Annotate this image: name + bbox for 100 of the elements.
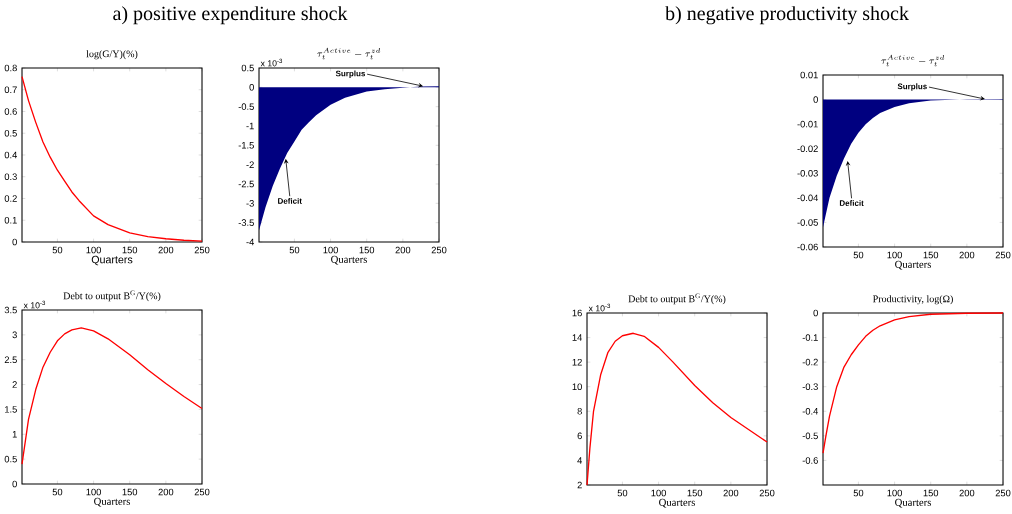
y-tick-label: 0.1 [4, 216, 17, 224]
x-tick-label: 200 [158, 488, 174, 496]
y-tick-label: -3.5 [238, 219, 254, 226]
y-tick-label: 0.6 [4, 108, 17, 115]
y-tick-label: -1 [246, 122, 254, 130]
y-tick-label: -0.02 [797, 145, 818, 152]
y-tick-label: -0.4 [802, 407, 819, 415]
x-tick-label: 250 [759, 489, 775, 497]
y-tick-label: -0.04 [797, 194, 819, 202]
y-tick-label: 0.4 [4, 151, 18, 159]
chart-title: $\tau_t^{Active}-\tau_t^{zd}$ [317, 47, 381, 60]
y-tick-label: 10 [572, 383, 582, 391]
y-tick-label: -0.3 [802, 383, 818, 391]
chart-title: Debt to output B$^{G}$/Y(%) [628, 293, 726, 305]
y-tick-label: -4 [246, 238, 255, 246]
x-tick-label: 200 [959, 251, 975, 259]
x-tick-label: 150 [122, 246, 138, 254]
x-tick-label: 250 [194, 488, 210, 496]
text: a) positive expenditure shock [113, 6, 348, 25]
x-tick-label: 200 [395, 246, 411, 254]
y-tick-label: 6 [577, 432, 582, 440]
y-tick-label: -0.05 [797, 219, 818, 226]
x-tick-label: 100 [323, 246, 338, 254]
x-axis-title: Quarters [331, 255, 367, 265]
x-tick-label: 200 [959, 489, 975, 497]
y-tick-label: 0 [249, 84, 254, 91]
x-tick-label: 250 [431, 246, 447, 254]
x-tick-label: 150 [923, 489, 939, 497]
y-tick-label: -2 [246, 161, 254, 168]
y-tick-label: 0.5 [241, 64, 254, 72]
y-tick-label: -0.5 [802, 432, 818, 440]
y-tick-label: 1 [12, 431, 17, 438]
y-tick-label: 0 [12, 480, 17, 488]
y-tick-label: 0 [813, 309, 818, 317]
y-tick-label: 0 [813, 96, 818, 103]
y-tick-label: -0.2 [802, 358, 818, 366]
x-tick-label: 200 [158, 246, 174, 254]
annotation: Deficit [839, 200, 864, 206]
x-tick-label: 250 [995, 251, 1011, 259]
text: b) negative productivity shock [665, 6, 909, 25]
x-tick-label: 100 [887, 251, 902, 259]
annotation: Surplus [897, 83, 927, 91]
y-tick-label: 1.5 [5, 406, 17, 413]
x-tick-label: 50 [617, 489, 628, 497]
x-axis-title: Quarters [895, 260, 931, 270]
y-tick-label: -0.01 [797, 120, 818, 128]
x-tick-label: 250 [194, 246, 210, 254]
y-tick-label: -2.5 [238, 180, 254, 188]
y-tick-label: 0.5 [4, 455, 17, 463]
y-tick-label: -1.5 [238, 142, 254, 149]
y-tick-label: 0.7 [4, 86, 17, 94]
chart-title: Productivity, log(Ω) [872, 295, 953, 305]
text: x 10$^{-3}$ [260, 58, 283, 67]
x-tick-label: 150 [359, 246, 375, 254]
x-tick-label: 200 [723, 489, 739, 497]
line-series [822, 312, 1004, 454]
y-tick-label: -0.06 [797, 243, 818, 251]
annotation: Surplus [335, 70, 366, 78]
y-tick-label: 14 [572, 334, 583, 341]
y-tick-label: 0.3 [4, 173, 17, 181]
x-tick-label: 50 [52, 246, 63, 254]
line-series [21, 76, 203, 242]
text: x 10$^{-3}$ [588, 303, 611, 312]
y-tick-label: 16 [572, 309, 582, 317]
x-axis-title: Quarters [659, 498, 695, 508]
y-tick-label: 2 [577, 481, 582, 489]
x-tick-label: 100 [651, 489, 666, 497]
x-tick-label: 100 [86, 246, 101, 254]
chart-title: Debt to output B$^{G}$/Y(%) [63, 290, 161, 302]
y-tick-label: -0.03 [797, 169, 818, 177]
x-tick-label: 150 [923, 251, 939, 259]
x-tick-label: 100 [86, 488, 101, 496]
x-tick-label: 250 [995, 489, 1011, 497]
y-tick-label: 3.5 [4, 306, 17, 314]
x-tick-label: 50 [853, 251, 864, 259]
y-tick-label: -3 [246, 200, 254, 207]
y-tick-label: 0.5 [4, 129, 17, 137]
y-tick-label: 4 [577, 457, 583, 464]
chart-title: log(G/Y)(%) [86, 50, 138, 60]
x-tick-label: 100 [887, 489, 902, 497]
x-axis-title: Quarters [94, 497, 130, 507]
y-tick-label: 0.2 [4, 195, 17, 202]
annotation: Deficit [278, 197, 302, 204]
y-tick-label: 8 [577, 407, 582, 415]
x-tick-label: 50 [853, 489, 864, 497]
y-tick-label: -0.1 [802, 334, 818, 341]
x-tick-label: 50 [52, 488, 63, 496]
line-series [21, 327, 203, 465]
x-axis-title: Quarters [895, 498, 931, 508]
y-tick-label: 3 [12, 331, 17, 339]
y-tick-label: 12 [572, 358, 582, 366]
x-tick-label: 150 [122, 488, 138, 496]
text: x 10$^{-3}$ [23, 300, 46, 309]
chart-title: $\tau_t^{Active}-\tau_t^{zd}$ [881, 54, 945, 67]
x-axis-title: Quarters [91, 255, 133, 266]
y-tick-label: 0.8 [4, 64, 17, 72]
y-tick-label: 0 [12, 238, 17, 246]
y-tick-label: 0.01 [800, 71, 818, 79]
y-tick-label: -0.5 [238, 103, 254, 110]
y-tick-label: 2.5 [4, 356, 17, 364]
